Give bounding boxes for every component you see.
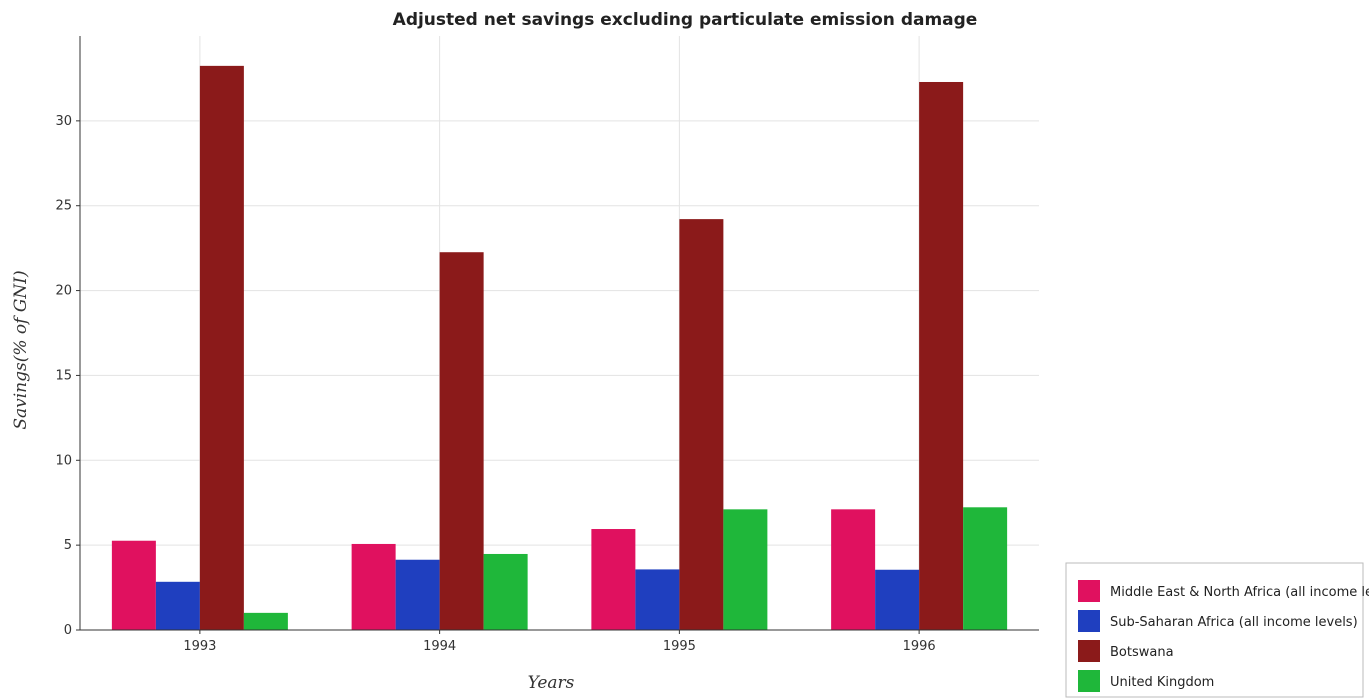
bar-botswana-1993 — [199, 65, 244, 631]
legend-swatch — [1078, 580, 1100, 602]
y-tick-label: 15 — [55, 368, 72, 383]
bars — [111, 65, 1008, 631]
y-axis-label: Savings(% of GNI) — [11, 270, 31, 429]
y-tick-label: 0 — [64, 623, 72, 638]
x-tick-label: 1995 — [663, 639, 696, 654]
bar-middle-1995 — [591, 529, 636, 630]
legend-label: Sub-Saharan Africa (all income levels) — [1110, 615, 1358, 630]
legend-label: Botswana — [1110, 645, 1174, 660]
y-tick-label: 30 — [55, 114, 72, 129]
x-tick-label: 1996 — [903, 639, 936, 654]
y-tick-label: 20 — [55, 284, 72, 299]
bar-middle-1996 — [831, 509, 876, 630]
bar-middle-1994 — [351, 543, 396, 630]
legend-label: Middle East & North Africa (all income l… — [1110, 585, 1369, 600]
bar-botswana-1994 — [439, 252, 484, 630]
x-tick-label: 1994 — [423, 639, 456, 654]
bar-subsaharan-1996 — [875, 569, 920, 630]
bar-subsaharan-1995 — [635, 569, 680, 630]
x-axis-label: Years — [528, 673, 575, 693]
bar-subsaharan-1993 — [155, 581, 200, 630]
legend: Middle East & North Africa (all income l… — [1065, 562, 1369, 698]
y-tick-label: 5 — [64, 538, 72, 553]
bar-botswana-1995 — [679, 219, 724, 631]
bar-subsaharan-1994 — [395, 559, 440, 630]
legend-swatch — [1078, 640, 1100, 662]
bar-united-1994 — [483, 553, 528, 630]
legend-swatch — [1078, 670, 1100, 692]
y-tick-label: 25 — [55, 199, 72, 214]
tick-labels: 0 5 10 15 20 25 30 1993 1994 1995 1996 — [55, 114, 935, 654]
y-tick-label: 10 — [55, 453, 72, 468]
bar-united-1993 — [243, 612, 288, 630]
legend-label: United Kingdom — [1110, 675, 1214, 690]
bar-middle-1993 — [111, 540, 156, 630]
axes — [76, 36, 1039, 634]
bar-botswana-1996 — [919, 81, 964, 631]
legend-box — [1065, 562, 1364, 698]
chart-title: Adjusted net savings excluding particula… — [393, 10, 978, 30]
bar-united-1995 — [723, 509, 768, 630]
x-tick-label: 1993 — [183, 639, 216, 654]
bar-united-1996 — [963, 507, 1008, 630]
legend-swatch — [1078, 610, 1100, 632]
